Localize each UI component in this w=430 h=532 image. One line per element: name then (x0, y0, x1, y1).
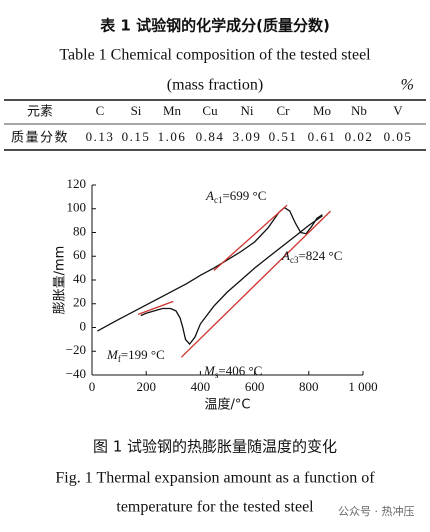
tangent-line (180, 210, 331, 358)
x-tick-label: 600 (245, 379, 265, 394)
unit: % (401, 77, 414, 94)
x-tick-label: 1 000 (348, 379, 377, 394)
table-title: 表 1 试验钢的化学成分(质量分数) (100, 17, 330, 35)
y-tick-label: 100 (67, 200, 87, 215)
table-header: V (393, 103, 403, 118)
x-tick-label: 400 (191, 379, 211, 394)
y-tick-label: 120 (67, 176, 87, 191)
table-cell: 0.13 (86, 129, 115, 144)
x-tick-label: 200 (136, 379, 156, 394)
table-title-en: Table 1 Chemical composition of the test… (59, 47, 371, 64)
annotation: Ac1=699 °C (205, 188, 266, 205)
annotation-sub: f (118, 354, 121, 364)
table-header: 元素 (27, 105, 53, 120)
watermark: 公众号 · 热冲压 (338, 504, 415, 518)
table-cell: 3.09 (233, 129, 262, 144)
annotation-symbol: A (281, 248, 290, 263)
table-header: Nb (351, 103, 367, 118)
annotation-text: =699 °C (222, 188, 266, 203)
annotation: Ac3=824 °C (281, 248, 342, 265)
table-header: C (96, 103, 105, 118)
y-tick-label: 20 (73, 295, 86, 310)
caption-cn: 图 1 试验钢的热膨胀量随温度的变化 (93, 438, 337, 456)
annotation-sub: c3 (290, 255, 299, 265)
x-tick-label: 0 (89, 379, 96, 394)
curve (140, 215, 323, 346)
y-tick-label: 40 (73, 271, 86, 286)
x-axis-label: 温度/°C (205, 397, 251, 413)
table-cell: 0.05 (384, 129, 413, 144)
y-tick-label: −20 (66, 342, 86, 357)
annotation: Ms=406 °C (203, 363, 262, 380)
table-header: Mo (313, 103, 331, 118)
caption-en: Fig. 1 Thermal expansion amount as a fun… (55, 470, 375, 487)
table-header: Mn (163, 103, 182, 118)
caption-en: temperature for the tested steel (116, 499, 314, 516)
y-tick-label: 80 (73, 223, 86, 238)
table-cell: 0.02 (345, 129, 374, 144)
annotation: Mf=199 °C (106, 347, 165, 364)
y-tick-label: 60 (73, 247, 86, 262)
annotation-symbol: M (203, 363, 216, 378)
table-cell: 0.84 (196, 129, 225, 144)
table-header: Ni (241, 103, 254, 118)
annotation-sub: s (215, 370, 219, 380)
table-header: Si (131, 103, 142, 118)
annotation-sub: c1 (214, 195, 223, 205)
curve (97, 206, 323, 332)
annotation-symbol: M (106, 347, 119, 362)
annotation-symbol: A (205, 188, 214, 203)
table-header: Cu (202, 103, 218, 118)
x-tick-label: 800 (299, 379, 319, 394)
annotation-text: =199 °C (121, 347, 165, 362)
table-cell: 0.51 (269, 129, 298, 144)
annotation-text: =406 °C (218, 363, 262, 378)
table-cell: 0.61 (308, 129, 337, 144)
table-cell: 1.06 (158, 129, 187, 144)
table-header: Cr (277, 103, 291, 118)
table-cell: 0.15 (122, 129, 151, 144)
unit-note: (mass fraction) (167, 77, 263, 94)
tangent-line (137, 300, 174, 316)
annotation-text: =824 °C (298, 248, 342, 263)
y-tick-label: −40 (66, 366, 86, 381)
y-tick-label: 0 (80, 318, 87, 333)
y-axis-label: 膨胀量/mm (53, 246, 68, 315)
table-cell: 质量分数 (11, 131, 69, 146)
tangent-line (213, 204, 288, 271)
